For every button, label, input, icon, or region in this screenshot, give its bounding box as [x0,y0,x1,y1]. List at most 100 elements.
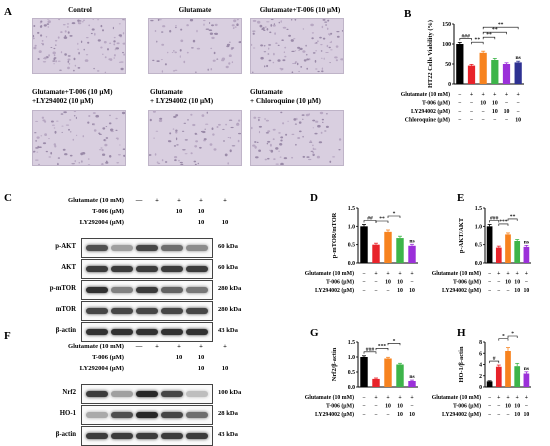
treatment-sign: − [458,92,461,98]
cell-dot [97,39,101,42]
cell-dot [158,19,162,21]
significance-label: ### [366,347,375,353]
cell-dot [305,44,307,47]
cell-dot [77,42,79,45]
cell-dot [225,65,229,69]
bar [495,247,502,263]
cell-dot [56,120,59,122]
cell-dot [252,47,256,49]
cell-dot [116,42,120,45]
treatment-sign: + [374,395,377,401]
cell-dot [309,140,312,143]
cell-dot [85,37,89,39]
cell-dot [303,59,307,62]
cell-dot [81,160,83,163]
cell-dot [183,60,186,64]
cell-dot [37,58,40,60]
cell-dot [42,142,47,145]
y-axis-label: p-AKT/AKT [458,217,465,253]
treatment-sign: − [458,118,461,124]
caption-control: Control [68,6,92,14]
y-tick-label: 2 [479,374,482,380]
cell-dot [94,32,96,36]
cell-dot [272,138,275,141]
blot-band [136,412,158,418]
cell-dot [64,53,67,56]
cell-dot [325,24,328,26]
y-tick-label: 1.5 [348,340,355,346]
y-axis-label: Nrf2/β-actin [331,347,338,381]
blot-band [186,245,208,251]
cell-dot [263,51,267,53]
treatment-sign: − [517,101,520,107]
y-tick-label: 150 [442,22,451,28]
cell-dot [57,36,60,39]
panel-label-e: E [457,192,465,204]
cell-dot [321,118,324,121]
cell-dot [195,140,198,143]
cell-dot [93,123,96,126]
treatment-sign: − [362,271,365,277]
significance-label: ** [475,37,481,43]
cell-dot [280,67,283,71]
treatment-sign: 10 [409,412,415,418]
significance-label: ns [524,239,530,245]
cell-dot [161,43,165,46]
treatment-sign: − [488,412,491,418]
cell-dot [301,114,305,116]
cell-dot [238,119,241,122]
treatment-label: LY294002 (μM) [442,287,481,294]
treatment-label: Glutamate (10 mM) [305,270,354,277]
cell-dot [108,58,112,61]
cell-dot [64,30,67,33]
treatment-sign: 10 [385,404,391,410]
cell-dot [330,49,333,51]
cell-dot [154,153,157,156]
cell-dot [314,59,317,63]
cell-dot [283,51,286,53]
cell-dot [82,135,85,138]
y-tick-label: 0.5 [348,370,355,376]
cell-dot [181,130,185,132]
treatment-sign: 10 [397,288,403,294]
cell-dot [325,52,329,53]
y-axis-label: HO-1/β-actin [458,346,465,382]
cell-dot [52,60,56,62]
cell-dot [63,36,68,39]
cell-dot [258,125,262,128]
treatment-sign: + [516,271,519,277]
cell-dot [334,56,338,59]
cell-dot [300,66,303,68]
cell-dot [205,28,210,30]
cell-dot [52,51,56,55]
cell-dot [315,68,318,70]
bar [456,44,464,84]
treatment-label: Glutamate (10 mM) [401,91,450,98]
bar [479,52,487,84]
cell-dot [68,63,71,65]
cell-dot [256,141,259,143]
cell-dot [43,24,47,27]
cell-dot [205,123,209,125]
cell-dot [103,139,106,142]
cell-dot [317,70,320,73]
significance-label: # [493,356,496,362]
cell-dot [182,149,186,151]
molecular-weight-label: 28 kDa [218,410,238,417]
cell-dot [264,65,266,68]
cell-dot [207,68,209,71]
cell-dot [150,19,154,22]
cell-dot [335,59,338,62]
cell-dot [105,161,109,164]
cell-dot [270,149,274,153]
treatment-sign: − [458,109,461,115]
cell-dot [174,51,177,54]
cell-dot [267,140,271,143]
blot-band [136,329,158,335]
treatment-sign: + [505,92,508,98]
blot-strip [81,426,213,446]
treatment-sign: 10 [492,101,498,107]
blot-band [86,412,108,418]
treatment-sign: − [488,280,491,286]
blot-band [111,391,133,397]
